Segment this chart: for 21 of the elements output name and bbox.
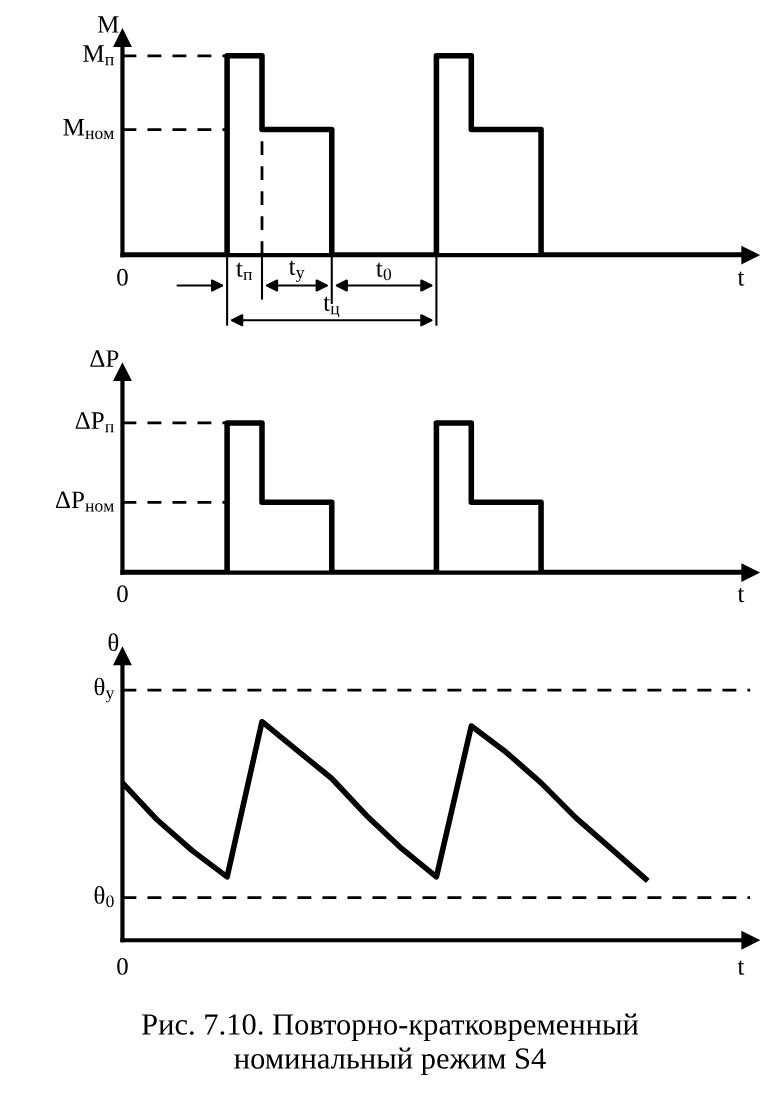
text: 0 [383, 268, 392, 281]
y-axis-title: θ [108, 633, 119, 652]
text: t$_{п}$ [236, 262, 253, 281]
x-axis-title: t [737, 271, 745, 286]
ref-line-label: M$_{п}$ [83, 45, 114, 66]
x-axis-title: t [737, 587, 745, 603]
ref-line-label: ΔP$_{п}$ [75, 412, 114, 433]
text: Рис. 7.10. Повторно-кратковременный номинальный режим S4 [141, 1013, 639, 1076]
x-axis-title: t [737, 960, 745, 975]
text: 0 [117, 268, 128, 286]
text: t$_{у}$ [288, 260, 305, 282]
y-axis-title: M [97, 16, 119, 33]
ref-line-label: θ$_{у}$ [94, 677, 115, 703]
text: 0 [117, 957, 128, 975]
text: t$_{ц}$ [323, 296, 340, 318]
y-axis-title: ΔP [90, 350, 119, 367]
text: t [376, 262, 383, 277]
ref-line-label: M$_{ном}$ [63, 119, 114, 140]
ref-line-label: θ$_{0}$ [94, 886, 114, 908]
text: 0 [117, 585, 128, 603]
ref-line-label: ΔP$_{ном}$ [55, 491, 114, 512]
